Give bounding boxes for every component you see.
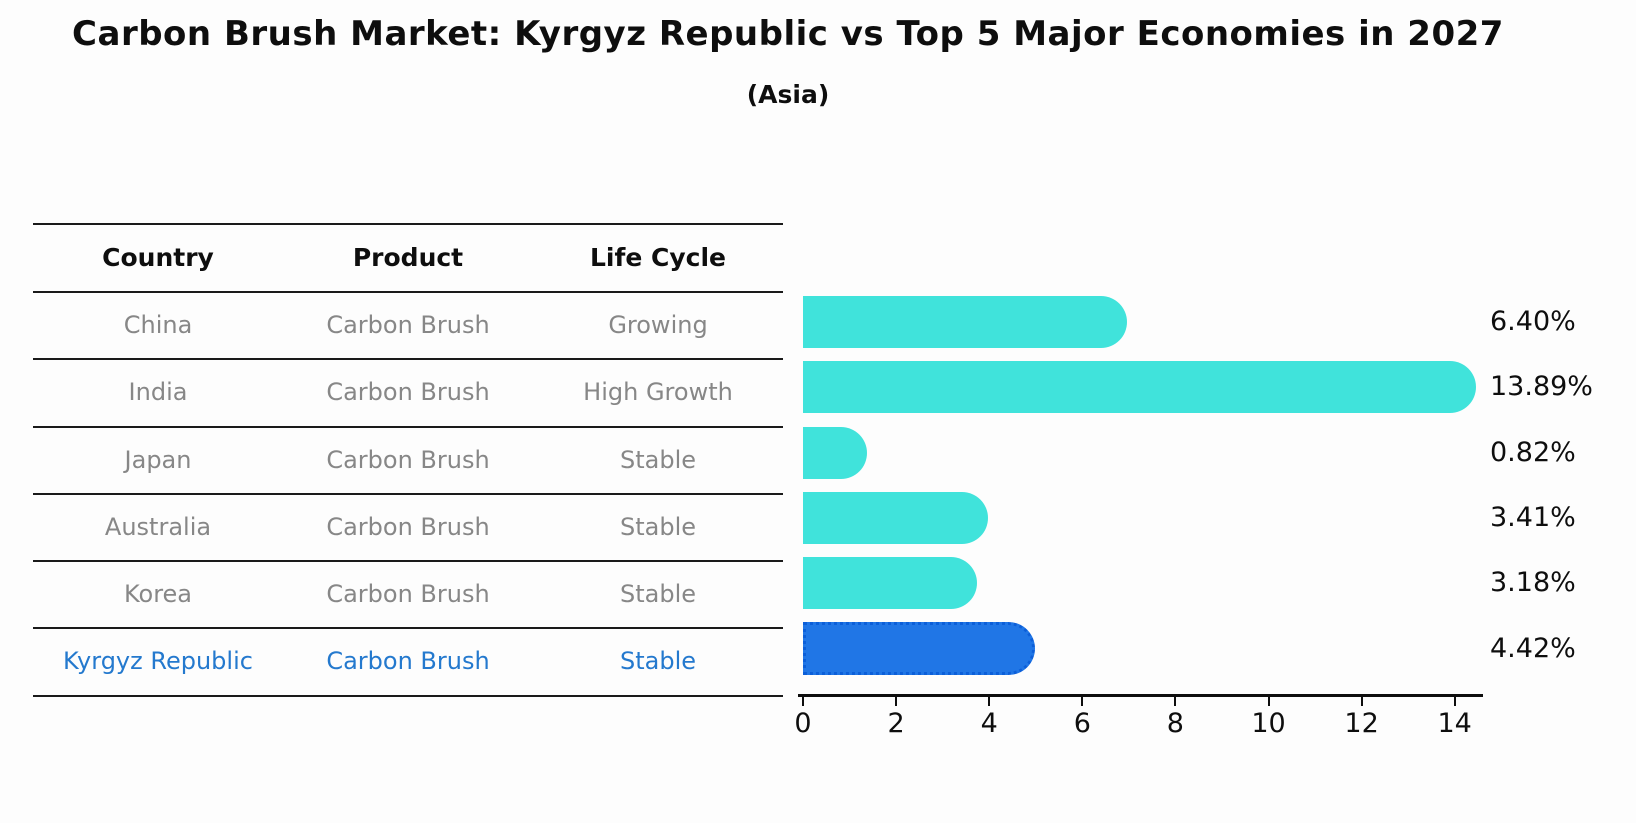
x-tick: [895, 696, 898, 706]
value-label-china: 6.40%: [1490, 306, 1576, 337]
x-tick: [1081, 696, 1084, 706]
country-table: Country Product Life Cycle China Carbon …: [33, 223, 783, 697]
bar-australia: [803, 491, 988, 544]
cell-product: Carbon Brush: [326, 378, 490, 407]
bar-india: [803, 361, 1476, 414]
x-tick-label: 6: [1073, 708, 1091, 739]
bar-china: [803, 296, 1127, 348]
x-tick: [1267, 696, 1270, 706]
cell-life-cycle: Stable: [619, 445, 697, 474]
x-tick-label: 12: [1344, 708, 1379, 739]
bar-japan: [803, 426, 868, 479]
cell-product: Carbon Brush: [326, 512, 490, 541]
cell-life-cycle: Stable: [619, 512, 697, 541]
cell-product: Carbon Brush: [326, 311, 490, 339]
table-row-kyrgyz-republic: Kyrgyz Republic Carbon Brush Stable: [33, 627, 783, 694]
column-header-product: Product: [352, 243, 464, 272]
cell-country: Australia: [104, 512, 212, 541]
x-tick: [802, 696, 804, 706]
x-tick-label: 8: [1166, 708, 1184, 739]
x-tick-label: 2: [887, 708, 905, 739]
x-tick: [1174, 696, 1177, 706]
x-tick-label: 0: [794, 708, 812, 739]
table-row-australia: Australia Carbon Brush Stable: [33, 492, 783, 560]
table-row-korea: Korea Carbon Brush Stable: [33, 560, 783, 627]
x-tick: [1453, 696, 1456, 706]
cell-country: India: [128, 378, 188, 407]
column-header-life-cycle: Life Cycle: [589, 243, 727, 272]
cell-life-cycle: Growing: [608, 311, 708, 339]
cell-product: Carbon Brush: [326, 445, 490, 474]
cell-life-cycle: Stable: [619, 580, 697, 609]
cell-product: Carbon Brush: [326, 647, 490, 676]
x-tick-label: 4: [980, 708, 998, 739]
cell-product: Carbon Brush: [326, 580, 490, 609]
table-header-row: Country Product Life Cycle: [33, 223, 783, 291]
bar-kyrgyz-republic: [803, 622, 1035, 675]
table-row-china: China Carbon Brush Growing: [33, 291, 783, 358]
value-label-australia: 3.41%: [1490, 501, 1576, 533]
value-label-india: 13.89%: [1490, 371, 1593, 403]
value-label-kyrgyz-republic: 4.42%: [1490, 632, 1576, 664]
cell-life-cycle: Stable: [619, 647, 697, 676]
x-tick: [1360, 696, 1363, 706]
value-label-japan: 0.82%: [1490, 436, 1576, 468]
x-tick: [988, 696, 991, 706]
chart-subtitle: (Asia): [746, 80, 830, 109]
chart-title: Carbon Brush Market: Kyrgyz Republic vs …: [72, 14, 1504, 54]
bar-korea: [803, 557, 978, 610]
table-row-japan: Japan Carbon Brush Stable: [33, 425, 783, 493]
cell-life-cycle: High Growth: [583, 378, 733, 407]
x-tick-label: 10: [1251, 708, 1286, 739]
cell-country: Korea: [123, 580, 193, 609]
cell-country: Japan: [124, 445, 192, 474]
table-row-india: India Carbon Brush High Growth: [33, 358, 783, 425]
column-header-country: Country: [102, 243, 214, 272]
cell-country: China: [123, 311, 193, 339]
x-axis-line: [798, 694, 1483, 697]
cell-country: Kyrgyz Republic: [63, 647, 253, 676]
value-label-korea: 3.18%: [1490, 567, 1576, 599]
x-tick-label: 14: [1437, 708, 1472, 739]
